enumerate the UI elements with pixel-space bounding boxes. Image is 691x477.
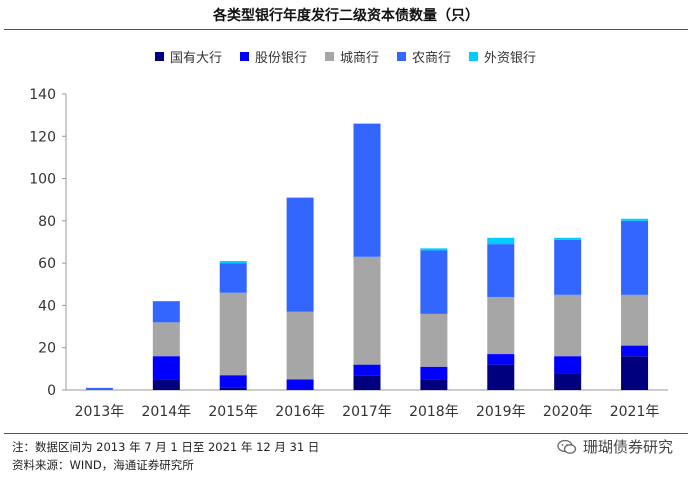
bar-segment <box>286 379 314 390</box>
legend-swatch <box>239 52 249 61</box>
legend-label: 股份银行 <box>254 51 307 66</box>
bar-segment <box>353 256 381 365</box>
watermark-text: 珊瑚债券研究 <box>582 438 673 456</box>
bar-segment <box>152 322 180 357</box>
legend-swatch <box>397 52 406 61</box>
y-tick-label: 120 <box>29 129 56 145</box>
x-tick-label: 2014年 <box>142 404 192 420</box>
bar-segment <box>621 345 649 357</box>
legend-item: 国有大行 <box>154 47 222 66</box>
bar-segment <box>219 375 247 388</box>
x-tick-label: 2017年 <box>342 404 392 420</box>
wechat-icon <box>557 439 577 454</box>
y-tick-label: 100 <box>29 172 56 188</box>
bar-segment <box>353 375 381 390</box>
bar-segment <box>487 296 515 355</box>
legend-label: 国有大行 <box>169 51 222 66</box>
legend-swatch <box>154 52 164 61</box>
y-tick-label: 20 <box>38 341 56 357</box>
x-tick-label: 2018年 <box>409 404 459 420</box>
bar-segment <box>554 239 582 295</box>
y-tick-label: 60 <box>38 256 56 272</box>
title-bar: 各类型银行年度发行二级资本债数量（只） <box>4 2 688 30</box>
bar-segment <box>554 237 582 240</box>
legend-swatch <box>469 52 479 61</box>
legend-item: 外资银行 <box>469 47 536 66</box>
bar-segment <box>487 354 515 365</box>
bar-segment <box>621 356 649 390</box>
bar-segment <box>621 220 649 295</box>
bar-segment <box>219 263 247 293</box>
chart-title: 各类型银行年度发行二级资本债数量（只） <box>213 8 479 24</box>
x-tick-label: 2016年 <box>275 404 325 420</box>
bar-segment <box>420 250 448 314</box>
bar-segment <box>353 123 381 257</box>
bar-segment <box>554 373 582 390</box>
x-tick-label: 2015年 <box>208 404 258 420</box>
bar-segment <box>420 313 448 367</box>
note-text: 注：数据区间为 2013 年 7 月 1 日至 2021 年 12 月 31 日 <box>12 440 320 454</box>
bar-segment <box>621 218 649 221</box>
bar-segment <box>152 301 180 323</box>
bar-segment <box>554 356 582 374</box>
legend: 国有大行 股份银行 城商行 农商行 外资银行 <box>0 47 691 66</box>
bar-segment <box>487 244 515 297</box>
bar-segment <box>420 366 448 380</box>
bar-segment <box>286 197 314 312</box>
footer-divider <box>4 433 688 434</box>
bar-segment <box>219 261 247 264</box>
legend-label: 城商行 <box>339 51 379 66</box>
y-tick-label: 0 <box>47 383 56 399</box>
bar-segment <box>219 387 247 390</box>
bar-segment <box>420 248 448 251</box>
bar-segment <box>219 292 247 376</box>
legend-item: 农商行 <box>397 47 451 66</box>
legend-item: 城商行 <box>324 47 379 66</box>
legend-label: 外资银行 <box>484 51 537 66</box>
legend-label: 农商行 <box>412 51 452 66</box>
x-tick-label: 2021年 <box>610 404 660 420</box>
y-tick-label: 140 <box>29 87 56 103</box>
source-text: 资料来源：WIND，海通证券研究所 <box>12 458 194 472</box>
bar-segment <box>554 294 582 357</box>
x-tick-label: 2020年 <box>543 404 593 420</box>
bar-segment <box>152 356 180 380</box>
bar-segment <box>487 237 515 245</box>
bar-segment <box>286 311 314 380</box>
bar-segment <box>621 294 649 346</box>
x-tick-label: 2019年 <box>476 404 526 420</box>
y-tick-label: 80 <box>38 214 56 230</box>
bar-segment <box>152 379 180 390</box>
legend-swatch <box>324 52 334 61</box>
watermark: 珊瑚债券研究 <box>557 436 673 457</box>
bar-segment <box>420 379 448 390</box>
x-tick-label: 2013年 <box>75 404 125 420</box>
bar-segment <box>353 364 381 376</box>
bar-segment <box>85 387 113 390</box>
legend-item: 股份银行 <box>239 47 307 66</box>
bar-segment <box>487 364 515 390</box>
y-tick-label: 40 <box>38 298 56 314</box>
